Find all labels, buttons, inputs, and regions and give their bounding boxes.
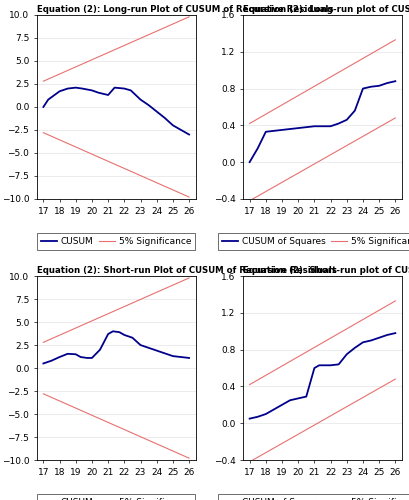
Text: Equation (2): Long-run Plot of CUSUM of Recursive Residuals: Equation (2): Long-run Plot of CUSUM of … [37,5,333,14]
Legend: CUSUM, 5% Significance: CUSUM, 5% Significance [37,494,195,500]
Legend: CUSUM of Squares, 5% Significance: CUSUM of Squares, 5% Significance [218,234,409,250]
Legend: CUSUM, 5% Significance: CUSUM, 5% Significance [37,234,195,250]
Text: Equation (2): Long-run plot of CUSUMQ of Recursive Residual: Equation (2): Long-run plot of CUSUMQ of… [243,5,409,14]
Text: Equation (2): Short-run Plot of CUSUM of Recursive Residuals: Equation (2): Short-run Plot of CUSUM of… [37,266,336,276]
Legend: CUSUM of Squares, 5% Significance: CUSUM of Squares, 5% Significance [218,494,409,500]
Text: Equation (2): Short-run plot of CUSUMQ of Recursive Residuals: Equation (2): Short-run plot of CUSUMQ o… [243,266,409,276]
